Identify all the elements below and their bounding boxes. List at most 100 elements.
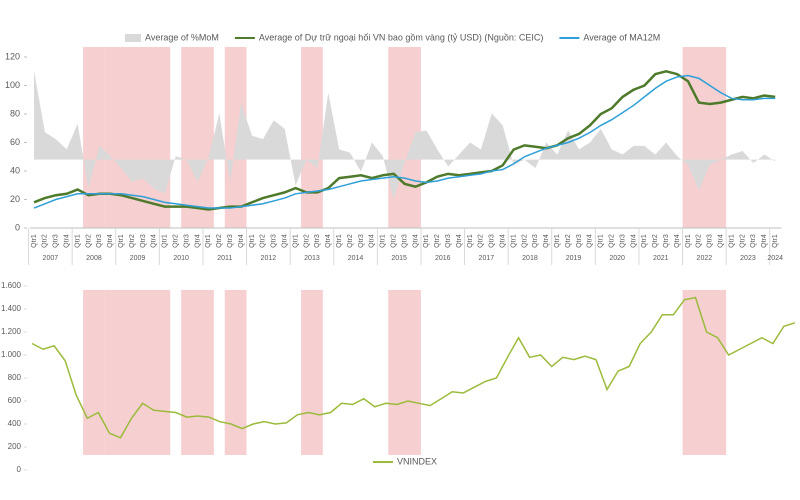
x-tick-label: Qtr1: [205, 234, 212, 248]
y-tick-label: 80: [10, 108, 20, 118]
x-tick-label: Qtr3: [271, 234, 278, 248]
x-tick-label: Qtr2: [347, 234, 354, 248]
y-tick-label: 1.600: [1, 281, 22, 290]
x-tick-label: Qtr4: [630, 234, 637, 248]
x-tick-label: Qtr2: [696, 234, 703, 248]
x-tick-label: Qtr4: [369, 234, 376, 248]
x-tick-label: Qtr3: [707, 234, 714, 248]
x-tick-label: Qtr4: [500, 234, 507, 248]
shaded-period: [181, 47, 214, 228]
year-label: 2013: [304, 255, 320, 262]
x-tick-label: Qtr1: [467, 234, 474, 248]
x-tick-label: Qtr1: [598, 234, 605, 248]
year-label: 2007: [43, 255, 59, 262]
x-tick-label: Qtr3: [445, 234, 452, 248]
shaded-period: [682, 47, 727, 228]
series-line: [33, 69, 776, 211]
year-label: 2021: [653, 255, 669, 262]
shaded-period: [104, 47, 171, 228]
year-label: 2018: [522, 255, 538, 262]
x-tick-label: Qtr2: [739, 234, 746, 248]
shaded-period: [224, 290, 247, 455]
x-tick-label: Qtr3: [619, 234, 626, 248]
x-tick-label: Qtr4: [412, 234, 419, 248]
x-tick-label: Qtr2: [434, 234, 441, 248]
y-tick-label: 800: [8, 373, 22, 382]
x-tick-label: Qtr3: [576, 234, 583, 248]
x-tick-label: Qtr1: [554, 234, 561, 248]
shaded-period: [83, 290, 105, 455]
x-tick-label: Qtr1: [380, 234, 387, 248]
x-tick-label: Qtr4: [718, 234, 725, 248]
x-tick-label: Qtr4: [64, 234, 71, 248]
x-tick-label: Qtr1: [118, 234, 125, 248]
x-tick-label: Qtr2: [173, 234, 180, 248]
year-label: 2014: [348, 255, 364, 262]
x-tick-label: Qtr3: [401, 234, 408, 248]
x-tick-label: Qtr2: [42, 234, 49, 248]
year-label: 2009: [130, 255, 146, 262]
year-label: 2024: [767, 255, 783, 262]
x-tick-label: Qtr4: [194, 234, 201, 248]
year-label: 2011: [217, 255, 232, 262]
x-tick-label: Qtr1: [74, 234, 81, 248]
x-tick-label: Qtr1: [772, 234, 779, 248]
y-tick-label: 400: [8, 419, 22, 428]
x-tick-label: Qtr2: [303, 234, 310, 248]
legend-swatch: [125, 34, 141, 42]
legend-label: Average of Dự trữ ngoại hối VN bao gồm v…: [259, 32, 544, 42]
x-tick-label: Qtr4: [456, 234, 463, 248]
shaded-period: [83, 47, 105, 228]
x-tick-label: Qtr3: [53, 234, 60, 248]
shaded-period: [224, 47, 247, 228]
x-tick-label: Qtr1: [510, 234, 517, 248]
legend-label: Average of %MoM: [145, 32, 219, 42]
year-label: 2010: [173, 255, 189, 262]
legend-label: VNINDEX: [397, 456, 437, 466]
x-tick-label: Qtr3: [314, 234, 321, 248]
shaded-period: [181, 290, 214, 455]
x-tick-label: Qtr4: [325, 234, 332, 248]
x-tick-label: Qtr3: [183, 234, 190, 248]
x-tick-label: Qtr3: [358, 234, 365, 248]
x-tick-label: Qtr4: [761, 234, 768, 248]
x-tick-label: Qtr2: [85, 234, 92, 248]
x-tick-label: Qtr2: [260, 234, 267, 248]
shaded-period: [104, 290, 171, 455]
x-tick-label: Qtr2: [521, 234, 528, 248]
y-tick-label: 20: [10, 194, 20, 204]
x-tick-label: Qtr4: [674, 234, 681, 248]
x-tick-label: Qtr2: [652, 234, 659, 248]
x-tick-label: Qtr2: [478, 234, 485, 248]
x-tick-label: Qtr2: [216, 234, 223, 248]
shaded-period: [301, 47, 323, 228]
x-tick-label: Qtr3: [750, 234, 757, 248]
x-tick-label: Qtr1: [162, 234, 169, 248]
series-line: [33, 74, 776, 209]
x-tick-label: Qtr4: [587, 234, 594, 248]
shaded-period: [682, 290, 727, 455]
year-label: 2019: [566, 255, 582, 262]
x-tick-label: Qtr1: [423, 234, 430, 248]
year-label: 2016: [435, 255, 451, 262]
y-tick-label: 40: [10, 165, 20, 175]
year-label: 2020: [609, 255, 625, 262]
x-tick-label: Qtr3: [227, 234, 234, 248]
x-tick-label: Qtr1: [292, 234, 299, 248]
x-tick-label: Qtr1: [685, 234, 692, 248]
x-tick-label: Qtr2: [609, 234, 616, 248]
x-tick-label: Qtr1: [641, 234, 648, 248]
x-tick-label: Qtr4: [107, 234, 114, 248]
legend-label: Average of MA12M: [583, 32, 660, 42]
x-tick-label: Qtr1: [336, 234, 343, 248]
y-tick-label: 0: [15, 222, 20, 232]
y-tick-label: 1.400: [1, 304, 22, 313]
y-tick-label: 100: [5, 80, 20, 90]
year-label: 2023: [740, 255, 756, 262]
x-tick-label: Qtr4: [543, 234, 550, 248]
year-label: 2017: [479, 255, 495, 262]
y-tick-label: 0: [17, 465, 22, 474]
x-tick-label: Qtr3: [532, 234, 539, 248]
year-label: 2022: [697, 255, 713, 262]
